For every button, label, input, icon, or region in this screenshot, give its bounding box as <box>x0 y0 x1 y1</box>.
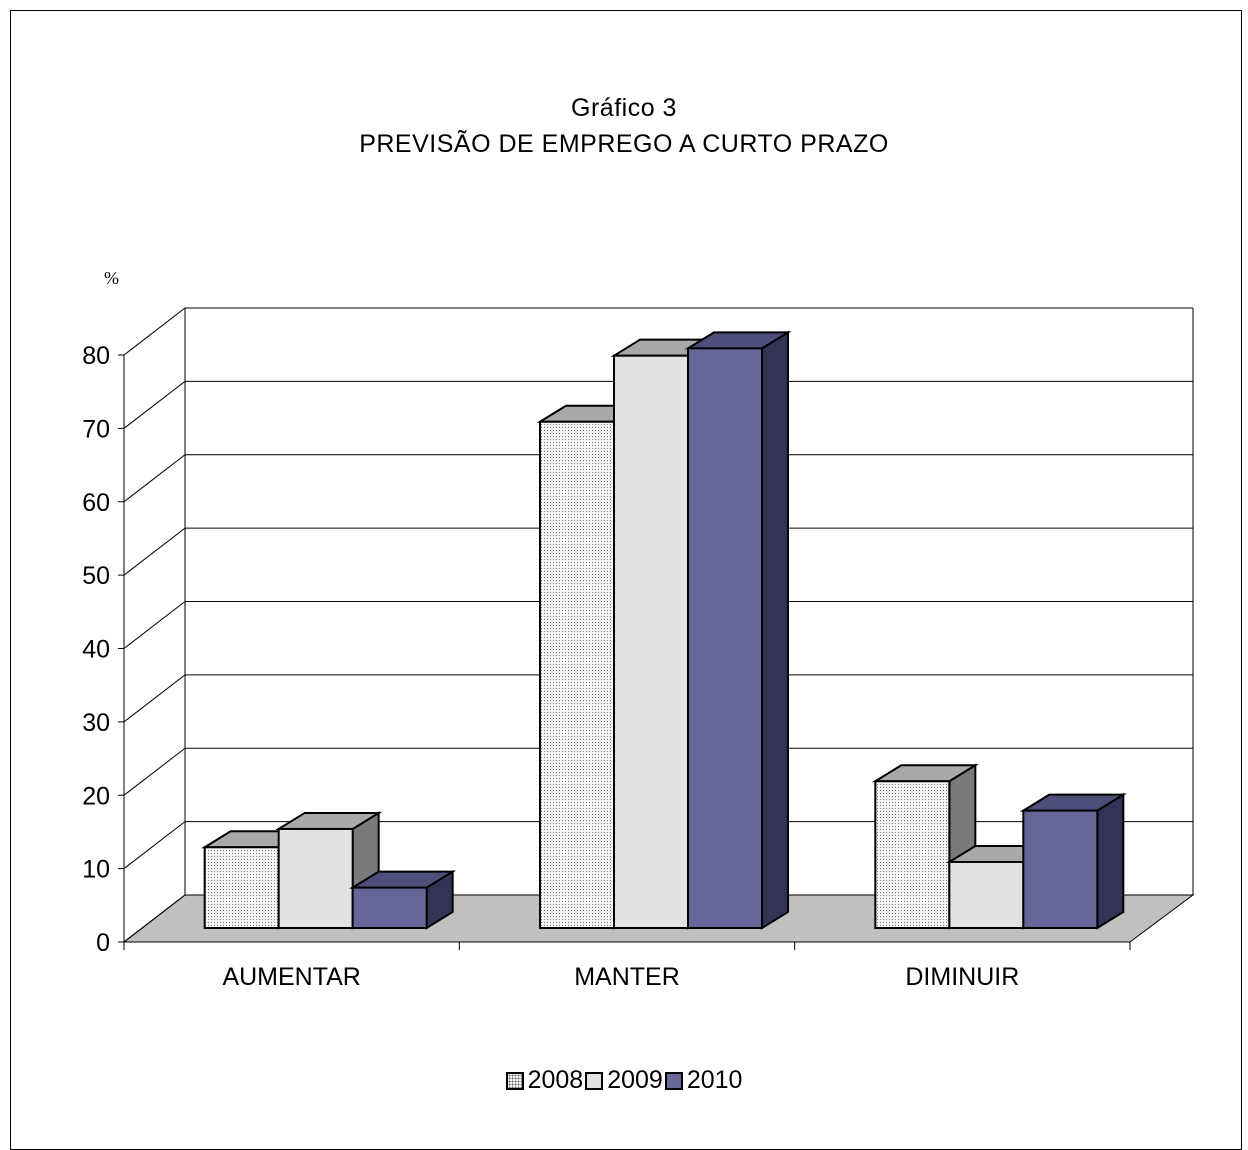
y-tick-label-40: 40 <box>82 636 110 664</box>
legend-swatch-2010 <box>664 1071 683 1090</box>
legend-swatch-2008 <box>505 1071 524 1090</box>
gridline-side-60 <box>123 454 186 503</box>
chart-title: Gráfico 3 <box>571 94 677 122</box>
x-label-manter: MANTER <box>574 963 680 991</box>
x-axis-labels: AUMENTAR MANTER DIMINUIR <box>222 963 1019 991</box>
gridline-side-70 <box>123 380 186 429</box>
gridline-side-0 <box>123 894 186 943</box>
y-tick-label-30: 30 <box>82 709 110 737</box>
y-tick-label-50: 50 <box>82 562 110 590</box>
y-tick-label-20: 20 <box>82 782 110 810</box>
legend-label-2010: 2010 <box>686 1066 743 1094</box>
legend-item-2010: 2010 <box>664 1066 743 1095</box>
bar-aumentar-2010 <box>349 869 457 930</box>
bar-front <box>351 886 428 929</box>
y-tick-label-60: 60 <box>82 489 110 517</box>
legend-swatch-2009 <box>585 1071 604 1090</box>
y-tick-label-80: 80 <box>82 342 110 370</box>
bar-side <box>761 330 789 930</box>
gridline-side-50 <box>123 527 186 576</box>
gridline-side-40 <box>123 601 186 649</box>
y-axis: 0 10 20 30 40 50 60 70 80 <box>82 342 1131 957</box>
legend: 2008 2009 2010 <box>0 1066 1248 1095</box>
x-label-aumentar: AUMENTAR <box>222 963 360 991</box>
legend-label-2009: 2009 <box>607 1066 663 1094</box>
y-axis-unit-label: % <box>104 268 119 288</box>
x-label-diminuir: DIMINUIR <box>905 963 1019 991</box>
gridline-side-20 <box>123 747 186 796</box>
y-tick-label-10: 10 <box>82 856 110 884</box>
gridline-side-10 <box>123 821 186 870</box>
bar-front <box>874 780 951 929</box>
chart-subtitle: PREVISÃO DE EMPREGO A CURTO PRAZO <box>359 130 889 158</box>
legend-label-2008: 2008 <box>527 1066 584 1094</box>
bar-front <box>613 354 689 929</box>
gridline-side-30 <box>123 674 186 723</box>
bar-front <box>948 860 1025 930</box>
y-tick-label-0: 0 <box>96 929 110 957</box>
bar-front <box>539 420 615 929</box>
bar-front <box>1022 809 1099 929</box>
bars <box>201 330 1127 930</box>
legend-item-2008: 2008 <box>505 1066 584 1095</box>
bar-front <box>277 827 354 929</box>
gridline-side-80 <box>123 307 186 356</box>
bar-front <box>203 846 280 929</box>
bar-diminuir-2010 <box>1019 792 1127 930</box>
bar-front <box>687 347 763 929</box>
legend-item-2009: 2009 <box>585 1066 663 1095</box>
bar-side <box>1096 792 1125 930</box>
y-tick-label-70: 70 <box>82 415 110 443</box>
bar-manter-2010 <box>684 330 792 930</box>
